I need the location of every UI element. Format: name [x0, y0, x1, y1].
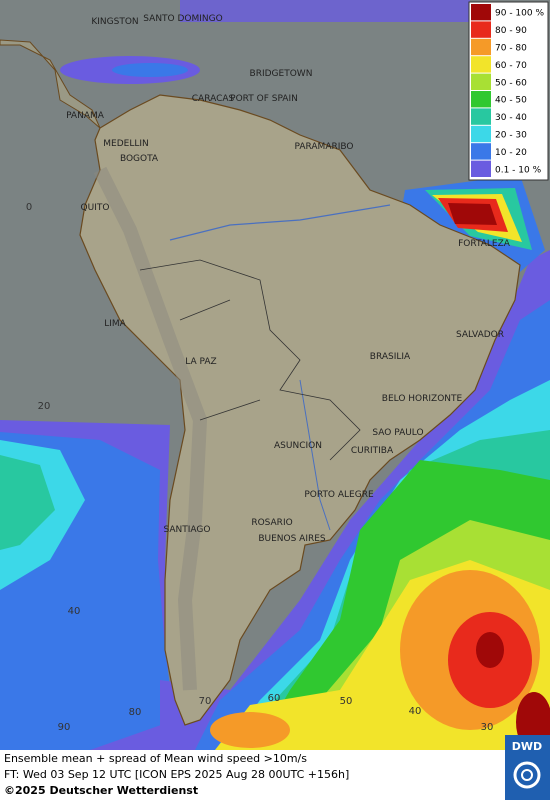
legend-swatch [471, 73, 491, 90]
legend-label: 80 - 90 [495, 26, 527, 36]
central-america [0, 39, 101, 129]
graticule-label: 90 [58, 722, 71, 733]
graticule-label: 50 [340, 696, 353, 707]
logo-swirl [513, 761, 541, 789]
legend-label: 40 - 50 [495, 96, 527, 106]
city-label: PANAMA [66, 111, 105, 121]
city-label: SAO PAULO [372, 428, 423, 438]
legend-swatch [471, 143, 491, 160]
city-label: MEDELLIN [103, 139, 148, 149]
city-label: PARAMARIBO [295, 142, 354, 152]
river [169, 204, 391, 241]
city-label: QUITO [81, 203, 110, 213]
legend-swatch [471, 91, 491, 108]
footer-text: FT: Wed 03 Sep 12 UTC [ICON EPS 2025 Aug… [4, 768, 349, 781]
city-label: BUENOS AIRES [258, 534, 326, 544]
land [0, 39, 521, 726]
legend-label: 50 - 60 [495, 78, 527, 88]
city-label: PORTO ALEGRE [304, 490, 374, 500]
logo-text: DWD [512, 740, 542, 753]
graticule-label: 60 [268, 693, 281, 704]
city-label: ASUNCION [274, 441, 322, 451]
legend-label: 70 - 80 [495, 44, 527, 54]
city-label: SANTIAGO [164, 525, 211, 535]
legend-label: 0.1 - 10 % [495, 165, 542, 175]
city-label: BRASILIA [370, 352, 411, 362]
legend-label: 30 - 40 [495, 113, 527, 123]
legend-label: 90 - 100 % [495, 9, 544, 19]
city-label: LA PAZ [185, 357, 216, 367]
graticule-label: 20 [38, 401, 51, 412]
city-label: BOGOTA [120, 154, 159, 164]
legend-swatch [471, 160, 491, 177]
footer-text: ©2025 Deutscher Wetterdienst [4, 784, 198, 797]
probability-fields [0, 0, 550, 752]
graticule-label: 80 [129, 707, 142, 718]
field [112, 63, 188, 77]
city-label: KINGSTON [91, 17, 138, 27]
city-label: CARACAS [192, 94, 235, 104]
legend-label: 60 - 70 [495, 61, 527, 71]
city-label: PORT OF SPAIN [230, 94, 298, 104]
legend-swatch [471, 125, 491, 143]
graticule-label: 70 [199, 696, 212, 707]
graticule-label: 0 [26, 202, 32, 213]
legend-swatch [471, 21, 491, 38]
field [210, 712, 290, 748]
legend-swatch [471, 4, 491, 21]
city-label: BRIDGETOWN [250, 69, 313, 79]
field [476, 632, 504, 668]
legend-label: 20 - 30 [495, 131, 527, 141]
footer: Ensemble mean + spread of Mean wind spee… [0, 735, 550, 800]
graticule-label: 40 [409, 706, 422, 717]
river [299, 379, 331, 531]
city-label: SALVADOR [456, 330, 504, 340]
city-label: LIMA [104, 319, 126, 329]
footer-box [0, 750, 505, 800]
graticule-label: 40 [68, 606, 81, 617]
footer-text: Ensemble mean + spread of Mean wind spee… [4, 752, 307, 765]
legend-swatch [471, 38, 491, 56]
legend: 90 - 100 % 80 - 90 70 - 80 60 - 70 50 - 60 40… [468, 1, 549, 181]
graticule-label: 30 [481, 722, 494, 733]
city-labels: KINGSTON SANTO DOMINGO BRIDGETOWN PANAMA… [66, 14, 511, 544]
city-label: SANTO DOMINGO [143, 14, 222, 24]
field [180, 0, 470, 22]
logo-box [505, 735, 550, 800]
borders [139, 259, 361, 461]
field [448, 203, 497, 225]
logo-swirl [521, 769, 533, 781]
legend-swatch [471, 108, 491, 125]
city-label: ROSARIO [251, 518, 292, 528]
city-label: FORTALEZA [458, 239, 511, 249]
field [0, 455, 55, 550]
city-label: BELO HORIZONTE [382, 394, 463, 404]
graticule-labels: 0 20 40 60 50 40 30 70 80 90 [26, 202, 494, 733]
legend-label: 10 - 20 [495, 148, 527, 158]
city-label: CURITIBA [351, 446, 394, 456]
legend-swatch [471, 56, 491, 73]
